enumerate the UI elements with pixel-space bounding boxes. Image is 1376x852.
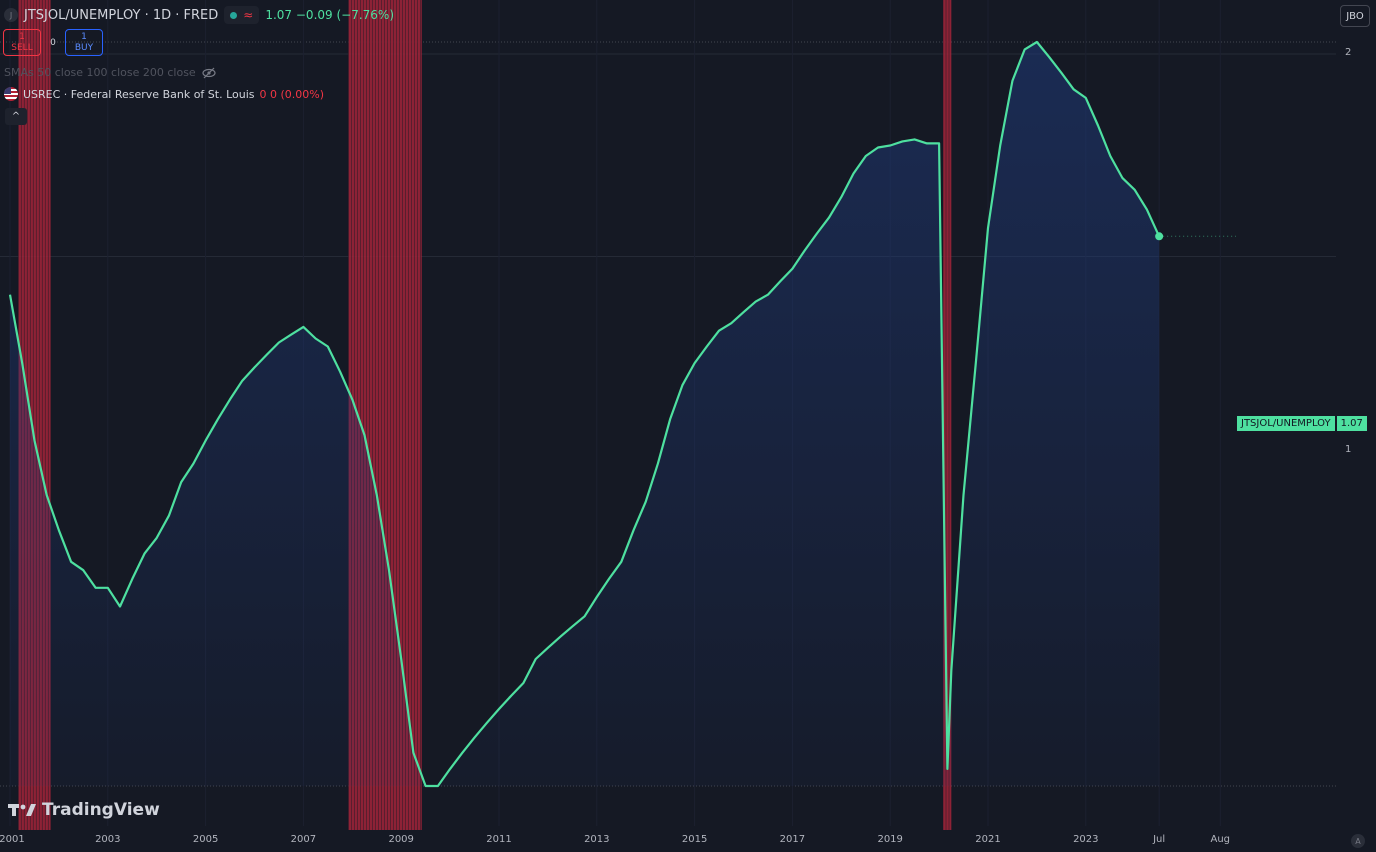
symbol-title[interactable]: JTSJOL/UNEMPLOY · 1D · FRED xyxy=(24,7,219,23)
x-tick-label: 2005 xyxy=(192,834,219,845)
x-tick-label: 2003 xyxy=(95,834,121,845)
x-tick-label: Jul xyxy=(1153,834,1166,845)
x-tick-label: 2015 xyxy=(681,834,708,845)
price-tag-value: 1.07 xyxy=(1336,416,1367,431)
wave-icon: ≈ xyxy=(243,8,254,22)
symbol-icon[interactable]: J xyxy=(4,8,18,22)
price-tag: JTSJOL/UNEMPLOY 1.07 xyxy=(1237,416,1367,431)
sma-indicator[interactable]: SMAs 50 close 100 close 200 close xyxy=(4,66,216,79)
y-tick-label: 2 xyxy=(1345,47,1352,58)
collapse-legend-button[interactable]: ^ xyxy=(5,108,27,125)
buy-count: 1 xyxy=(81,31,87,42)
price-tag-name: JTSJOL/UNEMPLOY xyxy=(1237,416,1335,431)
auto-scale-button[interactable]: A xyxy=(1351,834,1365,848)
buy-label: BUY xyxy=(74,42,94,53)
status-pill[interactable]: ≈ xyxy=(224,6,260,24)
x-tick-label: 2009 xyxy=(388,834,414,845)
corner-button[interactable]: JBO xyxy=(1340,5,1370,27)
sell-button[interactable]: 1 SELL xyxy=(3,29,41,56)
eye-hidden-icon[interactable] xyxy=(202,67,216,79)
buy-button[interactable]: 1 BUY xyxy=(65,29,103,56)
trade-buttons: 1 SELL 0 1 BUY xyxy=(3,29,103,56)
x-tick-label: 2017 xyxy=(779,834,806,845)
tradingview-logo-icon xyxy=(8,804,36,816)
x-tick-label: Aug xyxy=(1210,834,1231,845)
usrec-label: USREC · Federal Reserve Bank of St. Loui… xyxy=(23,87,255,101)
x-tick-label: 2021 xyxy=(975,834,1001,845)
x-tick-label: 2019 xyxy=(877,834,903,845)
usrec-values: 0 0 (0.00%) xyxy=(259,87,325,101)
x-tick-label: 2007 xyxy=(290,834,317,845)
chart-header: J JTSJOL/UNEMPLOY · 1D · FRED ≈ 1.07 −0.… xyxy=(4,6,394,24)
us-flag-icon xyxy=(4,87,18,101)
sma-label: SMAs 50 close 100 close 200 close xyxy=(4,66,196,79)
price-quote: 1.07 −0.09 (−7.76%) xyxy=(265,8,395,22)
tradingview-wordmark: TradingView xyxy=(42,800,160,820)
market-status-icon xyxy=(230,11,238,19)
y-tick-label: 1 xyxy=(1345,444,1352,455)
usrec-indicator[interactable]: USREC · Federal Reserve Bank of St. Loui… xyxy=(4,87,324,101)
tradingview-logo[interactable]: TradingView xyxy=(8,800,160,820)
series-line xyxy=(8,40,1161,788)
x-tick-label: 2013 xyxy=(584,834,610,845)
x-tick-label: 2023 xyxy=(1073,834,1099,845)
recession-band xyxy=(943,0,952,830)
x-tick-label: 2001 xyxy=(0,834,25,845)
x-tick-label: 2011 xyxy=(486,834,512,845)
sell-label: SELL xyxy=(11,42,33,53)
series-area xyxy=(10,42,1160,786)
spread-value: 0 xyxy=(50,37,56,48)
chevron-up-icon: ^ xyxy=(11,111,21,122)
sell-count: 1 xyxy=(19,31,25,42)
